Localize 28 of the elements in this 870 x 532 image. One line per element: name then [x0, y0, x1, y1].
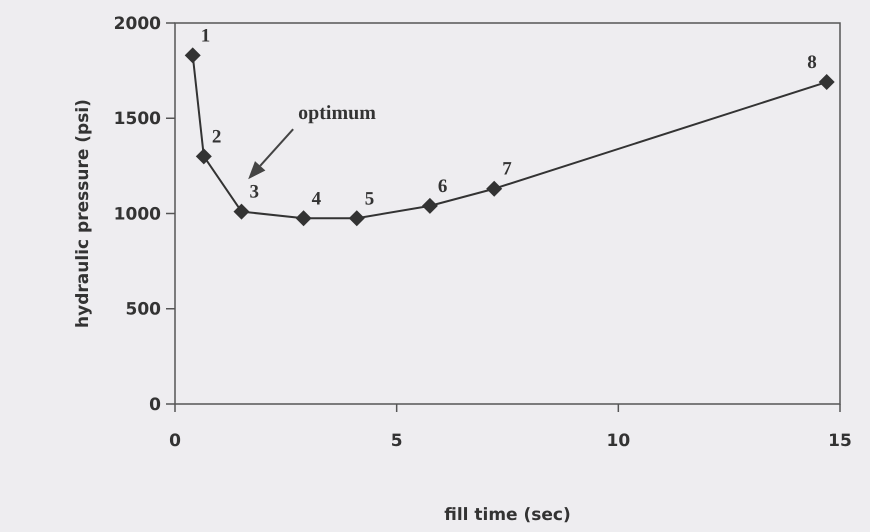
point [296, 210, 312, 226]
annotation: 3 [250, 182, 259, 203]
annotation: 8 [807, 52, 817, 74]
x-tick-label: 15 [828, 431, 852, 451]
annotation: 7 [502, 158, 512, 180]
point [348, 210, 365, 226]
annotation: 4 [312, 188, 322, 210]
x-axis-title: fill time (sec) [444, 505, 571, 525]
point [422, 198, 438, 214]
x-tick-label: 5 [390, 431, 403, 451]
annotation: 5 [364, 188, 374, 210]
y-tick-label: 1500 [114, 109, 162, 130]
y-tick-label: 0 [149, 394, 162, 415]
y-tick-label: 2000 [114, 14, 162, 34]
point [818, 74, 835, 90]
point [234, 204, 250, 220]
x-tick-label: 10 [606, 431, 630, 451]
point [184, 47, 201, 64]
annotation: 1 [200, 25, 210, 46]
annotation: optimum [298, 102, 376, 124]
y-tick-label: 500 [126, 300, 162, 320]
annotation: 6 [438, 176, 448, 197]
point [486, 180, 502, 197]
x-tick-label: 0 [169, 431, 182, 451]
annotation: 2 [212, 126, 222, 148]
point [196, 148, 212, 164]
y-tick-label: 1000 [114, 204, 162, 224]
y-axis-title: hydraulic pressure (psi) [73, 99, 93, 328]
